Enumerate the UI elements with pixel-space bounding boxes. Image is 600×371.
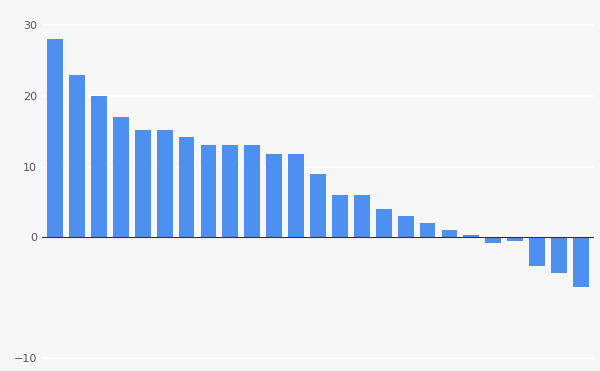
Bar: [91, 96, 107, 237]
Bar: [157, 130, 173, 237]
Bar: [551, 237, 567, 273]
Bar: [113, 117, 129, 237]
Bar: [529, 237, 545, 266]
Bar: [266, 154, 282, 237]
Bar: [200, 145, 217, 237]
Bar: [223, 145, 238, 237]
Bar: [485, 237, 501, 243]
Bar: [310, 174, 326, 237]
Bar: [354, 195, 370, 237]
Bar: [69, 75, 85, 237]
Bar: [463, 235, 479, 237]
Bar: [179, 137, 194, 237]
Bar: [507, 237, 523, 241]
Bar: [442, 230, 457, 237]
Bar: [332, 195, 348, 237]
Bar: [419, 223, 436, 237]
Bar: [376, 209, 392, 237]
Bar: [573, 237, 589, 287]
Bar: [288, 154, 304, 237]
Bar: [135, 130, 151, 237]
Bar: [244, 145, 260, 237]
Bar: [47, 39, 63, 237]
Bar: [398, 216, 413, 237]
